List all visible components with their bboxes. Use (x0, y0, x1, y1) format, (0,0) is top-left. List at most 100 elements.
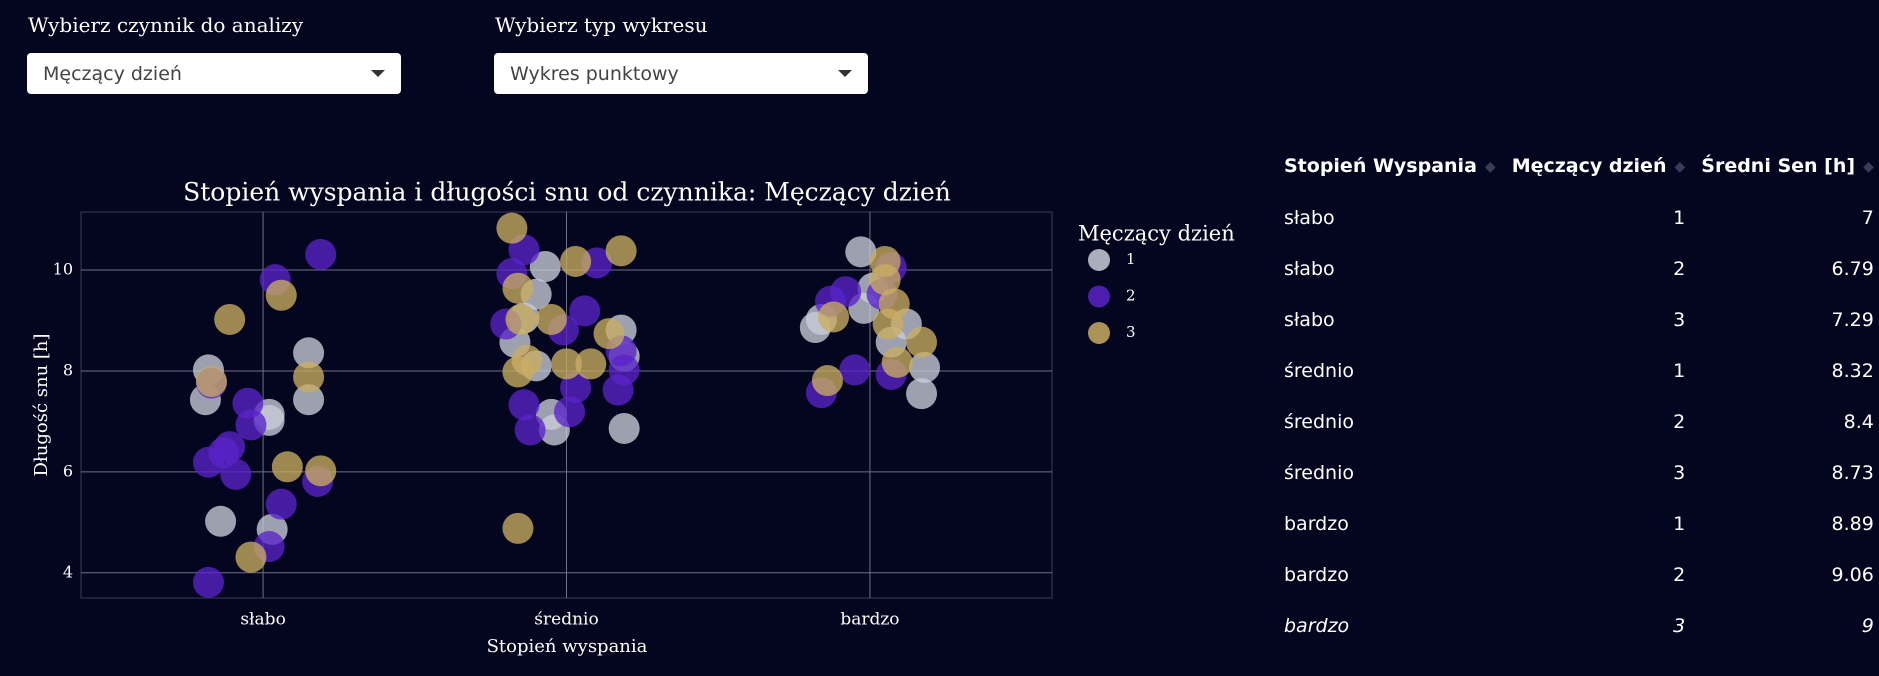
legend-marker (1088, 249, 1110, 271)
point (560, 245, 592, 277)
point (608, 412, 640, 444)
point (502, 512, 534, 544)
point (505, 303, 537, 335)
point (593, 318, 625, 350)
table-row: słabo 1 7 (1276, 192, 1879, 243)
point (305, 455, 337, 487)
column-header[interactable]: Średni Sen [h] ◆ (1693, 140, 1879, 192)
point (818, 301, 850, 333)
point (205, 505, 237, 537)
sort-icon[interactable]: ◆ (1863, 158, 1874, 175)
point (872, 308, 904, 340)
y-tick-label: 10 (53, 260, 73, 279)
point (869, 264, 901, 296)
point (235, 541, 267, 573)
table-cell: 8.32 (1831, 359, 1874, 382)
table-row: średnio 1 8.32 (1276, 345, 1879, 396)
point (569, 295, 601, 327)
points (189, 212, 941, 598)
point (293, 337, 325, 369)
point (214, 303, 246, 335)
point (906, 326, 938, 358)
column-header[interactable]: Stopień Wyspania ◆ (1276, 140, 1504, 192)
x-axis-label: Stopień wyspania (487, 636, 648, 657)
table-cell: 7 (1861, 206, 1874, 229)
table-cell: bardzo (1284, 512, 1349, 535)
table-cell: 8.73 (1831, 461, 1874, 484)
table-cell: 2 (1673, 257, 1686, 280)
point (906, 378, 938, 410)
dropdown-arrow (838, 70, 852, 77)
point (192, 446, 224, 478)
table-row: bardzo 2 9.06 (1276, 549, 1879, 600)
dropdown[interactable]: Męczący dzień (27, 53, 401, 94)
dropdown-value: Męczący dzień (43, 62, 182, 85)
table-cell: 9 (1861, 614, 1874, 637)
point (265, 279, 297, 311)
legend-marker (1088, 285, 1110, 308)
control-label: Wybierz typ wykresu (495, 13, 708, 37)
point (195, 366, 227, 398)
point (265, 488, 297, 520)
point (235, 409, 267, 441)
table-cell: średnio (1284, 461, 1354, 484)
chart-title: Stopień wyspania i długości snu od czynn… (183, 178, 951, 207)
table-row: słabo 2 6.79 (1276, 243, 1879, 294)
table-header: Stopień Wyspania ◆ Męczący dzień ◆ Średni Se… (1276, 140, 1879, 192)
summary-table: Stopień Wyspania ◆ Męczący dzień ◆ Średni Se… (1276, 140, 1879, 651)
table-row: średnio 2 8.4 (1276, 396, 1879, 447)
sort-icon[interactable]: ◆ (1484, 158, 1496, 175)
table-cell: średnio (1284, 410, 1354, 433)
table-row: bardzo 1 8.89 (1276, 498, 1879, 549)
legend-label: 2 (1126, 287, 1136, 305)
table-cell: słabo (1284, 206, 1335, 229)
table-cell: bardzo (1284, 563, 1349, 586)
table-cell: 3 (1673, 308, 1686, 331)
table-row: słabo 3 7.29 (1276, 294, 1879, 345)
table-row: bardzo 3 9 (1276, 600, 1879, 651)
dropdown-arrow (371, 70, 385, 77)
point (811, 365, 843, 397)
point (830, 276, 862, 308)
point (909, 351, 941, 383)
point (220, 458, 252, 490)
point (554, 396, 586, 428)
column-title: Średni Sen [h] (1701, 155, 1856, 177)
point (511, 344, 543, 376)
point (529, 250, 561, 282)
table-cell: słabo (1284, 257, 1335, 280)
point (551, 348, 582, 380)
point (560, 372, 592, 404)
legend-label: 3 (1126, 323, 1136, 341)
point (839, 354, 871, 386)
point (881, 346, 913, 378)
point (192, 566, 224, 598)
legend-marker (1088, 322, 1110, 344)
y-tick-label: 4 (63, 562, 73, 581)
chart: Stopień wyspania i długości snu od czynn… (31, 178, 1235, 658)
table-body: słabo 1 7 słabo 2 6.79 słabo 3 7.29 średnio 1 8.32 ś… (1276, 192, 1879, 651)
table-cell: 3 (1673, 461, 1686, 484)
x-tick-label: słabo (240, 610, 286, 630)
legend-title: Męczący dzień (1078, 222, 1235, 246)
table-cell: 1 (1673, 359, 1686, 382)
y-tick-label: 6 (63, 461, 73, 480)
y-tick-label: 8 (63, 360, 73, 379)
dropdown[interactable]: Wykres punktowy (494, 53, 868, 94)
column-header[interactable]: Męczący dzień ◆ (1504, 140, 1694, 192)
table-cell: 6.79 (1831, 257, 1874, 280)
table-cell: bardzo (1284, 614, 1350, 637)
table-cell: 2 (1673, 410, 1686, 433)
table-cell: 7.29 (1831, 308, 1874, 331)
table-cell: średnio (1284, 359, 1354, 382)
sort-icon[interactable]: ◆ (1674, 158, 1686, 175)
point (514, 414, 546, 446)
table-cell: 3 (1673, 614, 1686, 637)
point (271, 451, 303, 483)
point (508, 389, 540, 421)
column-title: Męczący dzień (1511, 155, 1667, 177)
control-label: Wybierz czynnik do analizy (28, 13, 304, 37)
table-cell: 1 (1673, 512, 1686, 535)
dropdown-value: Wykres punktowy (510, 62, 679, 85)
x-tick-label: średnio (534, 610, 598, 630)
